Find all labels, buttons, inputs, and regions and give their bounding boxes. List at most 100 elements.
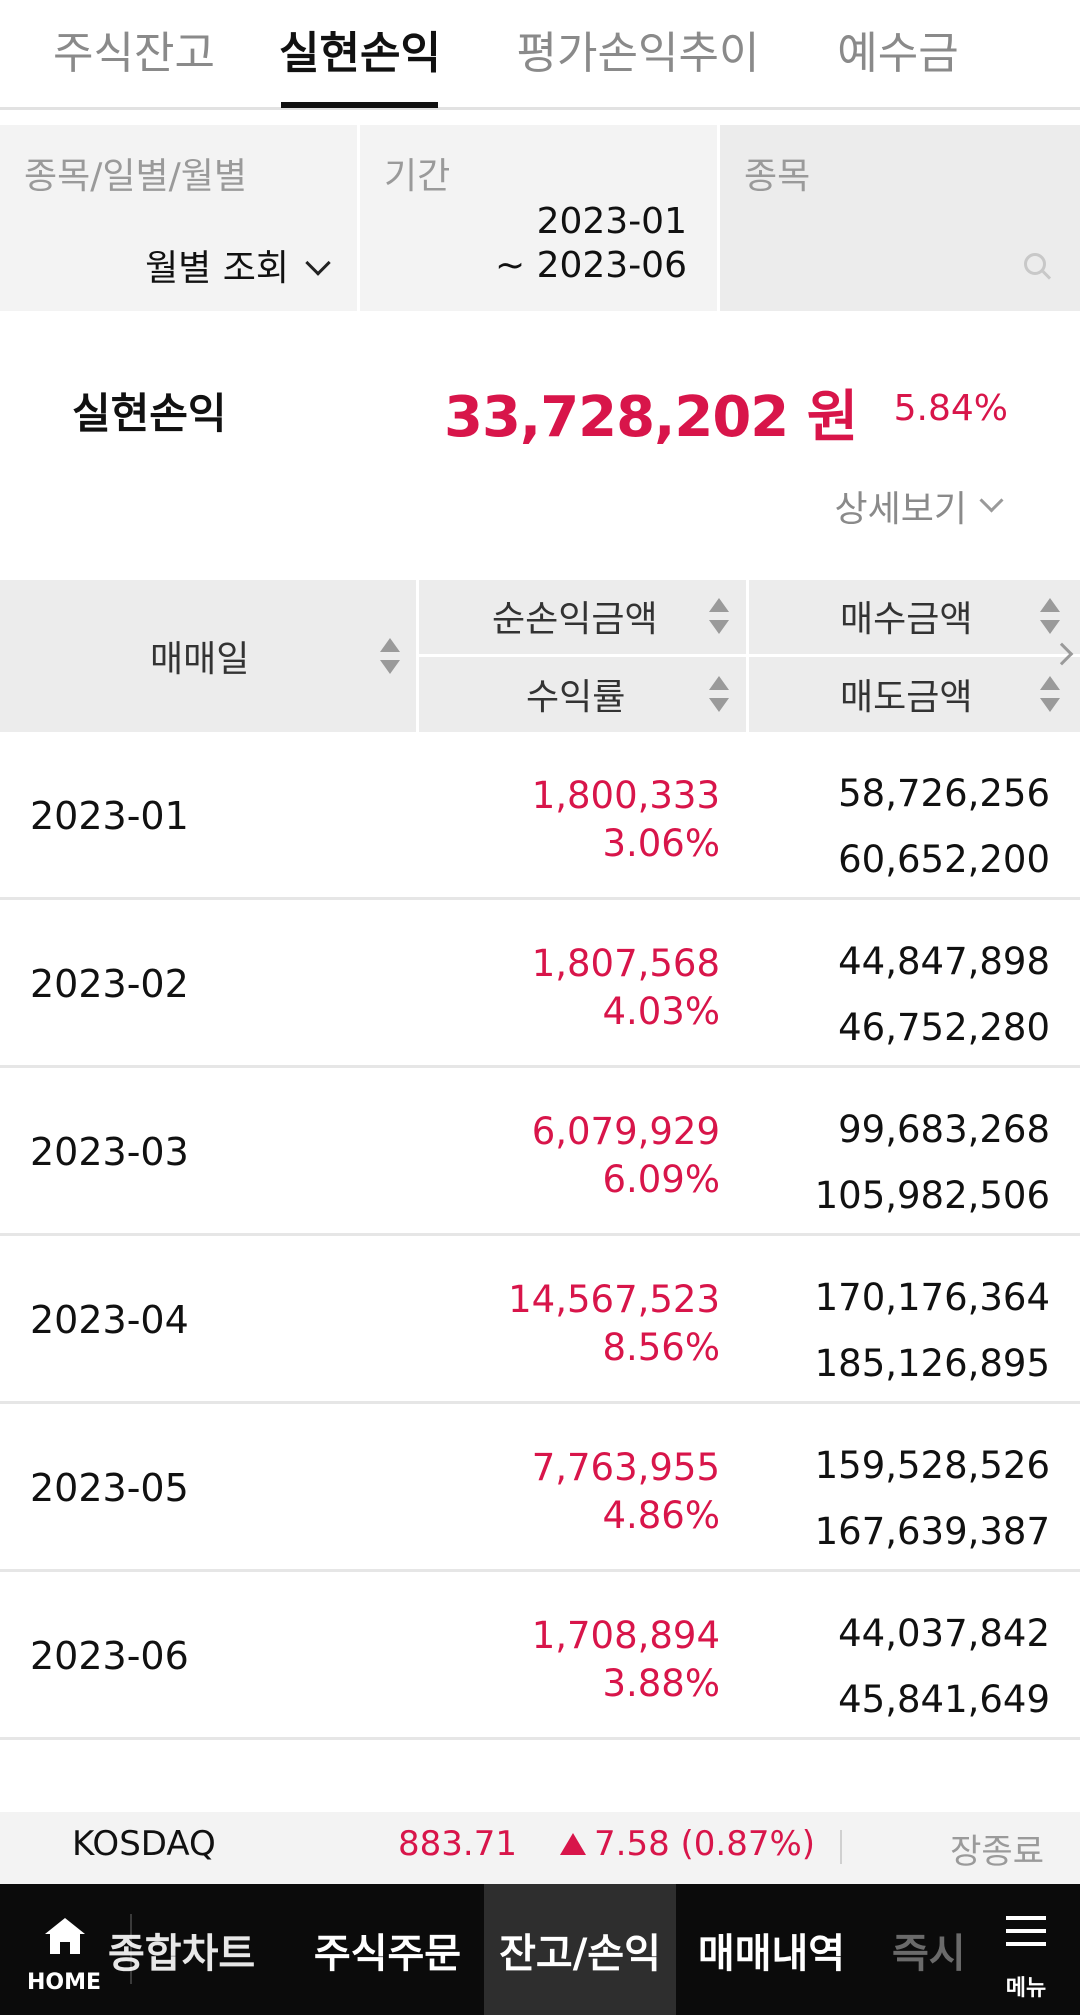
header-divider (419, 654, 1080, 657)
home-button[interactable]: HOME (0, 1884, 128, 2015)
period-selector[interactable]: 기간 2023-01 ~ 2023-06 (360, 125, 717, 311)
detail-view-label: 상세보기 (834, 489, 967, 530)
menu-icon (1006, 1916, 1046, 1946)
table-row[interactable]: 2023-03 6,079,929 6.09% 99,683,268 105,9… (0, 1068, 1080, 1236)
period-end: ~ 2023-06 (494, 245, 687, 286)
nav-item-label: 주식주문 (313, 1930, 462, 1977)
row-profit: 1,708,894 3.88% (532, 1612, 720, 1708)
nav-item-label: 즉시 (892, 1930, 966, 1977)
header-trade-date[interactable]: 매매일 (150, 639, 250, 680)
period-label: 기간 (384, 156, 451, 197)
menu-button[interactable]: 메뉴 (972, 1884, 1080, 2015)
row-profit: 1,800,333 3.06% (532, 772, 720, 868)
tab-deposit[interactable]: 예수금 (837, 28, 959, 79)
row-buy-amount: 170,176,364 (814, 1276, 1050, 1319)
header-net-profit[interactable]: 순손익금액 (492, 599, 658, 640)
table-row[interactable]: 2023-06 1,708,894 3.88% 44,037,842 45,84… (0, 1572, 1080, 1740)
nav-item-trade-history[interactable]: 매매내역 (684, 1884, 859, 2015)
filter-row: 종목/일별/월별 월별 조회 기간 2023-01 ~ 2023-06 종목 (0, 125, 1080, 311)
row-buy-amount: 44,847,898 (838, 940, 1050, 983)
chevron-down-icon (305, 250, 331, 276)
row-net-profit: 6,079,929 (531, 1110, 720, 1153)
summary-amount: 33,728,202 원 (444, 385, 858, 450)
view-type-selector[interactable]: 종목/일별/월별 월별 조회 (0, 125, 357, 311)
search-icon[interactable] (1024, 253, 1046, 275)
home-label: HOME (26, 1970, 102, 1995)
row-buy-amount: 58,726,256 (838, 772, 1050, 815)
row-net-profit: 1,800,333 (531, 774, 720, 817)
menu-label: 메뉴 (1005, 1976, 1047, 2001)
stock-label: 종목 (744, 156, 811, 197)
row-sell-amount: 185,126,895 (814, 1342, 1050, 1385)
row-net-profit: 14,567,523 (508, 1278, 720, 1321)
table-row[interactable]: 2023-02 1,807,568 4.03% 44,847,898 46,75… (0, 900, 1080, 1068)
view-type-value: 월별 조회 (145, 248, 289, 289)
home-icon (45, 1918, 85, 1954)
ticker-price: 883.71 (398, 1824, 517, 1864)
sort-icon[interactable] (709, 596, 729, 636)
nav-item-balance-pl[interactable]: 잔고/손익 (484, 1884, 676, 2015)
row-buy-amount: 99,683,268 (838, 1108, 1050, 1151)
row-return-rate: 4.03% (602, 990, 720, 1033)
summary-rate: 5.84% (893, 388, 1008, 429)
bottom-navigation: HOME 종합차트 주식주문 잔고/손익 매매내역 즉시 메뉴 (0, 1884, 1080, 2015)
nav-item-label: 잔고/손익 (499, 1930, 661, 1977)
row-net-profit: 7,763,955 (531, 1446, 720, 1489)
row-sell-amount: 46,752,280 (838, 1006, 1050, 1049)
header-sell-amount[interactable]: 매도금액 (840, 677, 973, 718)
row-return-rate: 4.86% (602, 1494, 720, 1537)
row-profit: 14,567,523 8.56% (508, 1276, 720, 1372)
nav-divider (130, 1914, 132, 1984)
period-start: 2023-01 (536, 201, 687, 242)
header-return-rate[interactable]: 수익률 (526, 677, 626, 718)
nav-item-label: 종합차트 (108, 1930, 256, 1977)
row-date: 2023-03 (30, 1130, 189, 1174)
sort-icon[interactable] (709, 674, 729, 714)
row-profit: 1,807,568 4.03% (532, 940, 720, 1036)
nav-item-chart[interactable]: 종합차트 (108, 1884, 290, 2015)
nav-item-stock-order[interactable]: 주식주문 (300, 1884, 475, 2015)
table-row[interactable]: 2023-01 1,800,333 3.06% 58,726,256 60,65… (0, 732, 1080, 900)
stock-search-field[interactable]: 종목 (720, 125, 1080, 311)
table-header: 매매일 순손익금액 수익률 매수금액 매도금액 (0, 580, 1080, 732)
chevron-down-icon (979, 487, 1004, 513)
row-date: 2023-01 (30, 794, 189, 838)
row-profit: 7,763,955 4.86% (532, 1444, 720, 1540)
row-date: 2023-05 (30, 1466, 189, 1510)
up-triangle-icon (560, 1833, 586, 1855)
row-sell-amount: 60,652,200 (838, 838, 1050, 881)
row-date: 2023-02 (30, 962, 189, 1006)
row-sell-amount: 45,841,649 (838, 1678, 1050, 1721)
row-return-rate: 6.09% (602, 1158, 720, 1201)
tab-valuation-trend[interactable]: 평가손익추이 (516, 28, 760, 79)
row-return-rate: 8.56% (602, 1326, 720, 1369)
row-net-profit: 1,807,568 (531, 942, 720, 985)
detail-view-button[interactable]: 상세보기 (834, 480, 1004, 532)
top-tab-bar: 주식잔고 실현손익 평가손익추이 예수금 (0, 0, 1080, 110)
market-ticker[interactable]: KOSDAQ 883.71 7.58 (0.87%) 장종료 (0, 1812, 1080, 1884)
table-row[interactable]: 2023-04 14,567,523 8.56% 170,176,364 185… (0, 1236, 1080, 1404)
tab-stock-balance[interactable]: 주식잔고 (53, 28, 215, 79)
tab-realized-pl[interactable]: 실현손익 (279, 28, 441, 79)
row-buy-amount: 44,037,842 (838, 1612, 1050, 1655)
view-type-label: 종목/일별/월별 (24, 156, 247, 197)
sort-icon[interactable] (1040, 596, 1060, 636)
header-divider (416, 580, 419, 732)
nav-item-label: 매매내역 (697, 1930, 846, 1977)
header-buy-amount[interactable]: 매수금액 (840, 599, 973, 640)
header-divider (746, 580, 749, 732)
row-return-rate: 3.06% (602, 822, 720, 865)
nav-item-instant[interactable]: 즉시 (880, 1884, 1000, 2015)
row-buy-amount: 159,528,526 (814, 1444, 1050, 1487)
row-date: 2023-06 (30, 1634, 189, 1678)
ticker-index-name: KOSDAQ (72, 1824, 216, 1864)
summary-label: 실현손익 (72, 389, 227, 438)
ticker-change: 7.58 (0.87%) (594, 1824, 816, 1864)
row-sell-amount: 167,639,387 (814, 1510, 1050, 1553)
sort-icon[interactable] (1040, 674, 1060, 714)
ticker-divider (840, 1830, 842, 1864)
sort-icon[interactable] (380, 636, 400, 676)
ticker-change-wrap: 7.58 (0.87%) (560, 1824, 815, 1864)
active-tab-indicator (281, 102, 438, 108)
table-row[interactable]: 2023-05 7,763,955 4.86% 159,528,526 167,… (0, 1404, 1080, 1572)
